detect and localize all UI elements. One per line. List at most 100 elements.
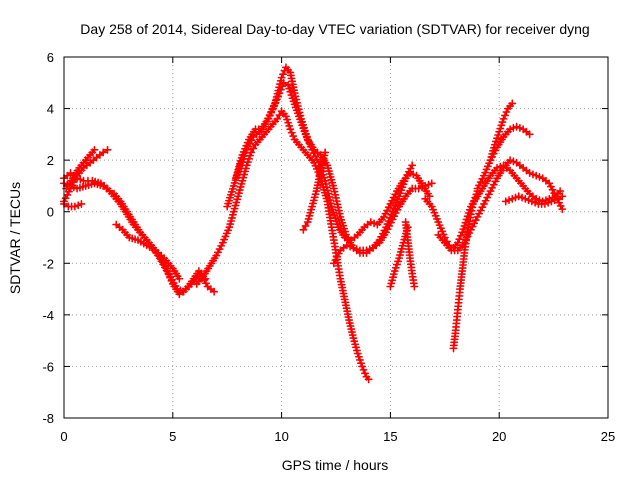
data-point-interp — [502, 108, 511, 117]
data-point — [558, 192, 567, 201]
data-point-interp — [299, 120, 308, 129]
data-point — [390, 267, 399, 276]
data-point-interp — [243, 138, 252, 147]
data-point-interp — [516, 179, 525, 188]
data-point — [321, 176, 330, 185]
data-point-interp — [496, 162, 505, 171]
data-point-interp — [358, 225, 367, 234]
data-point-interp — [438, 236, 447, 245]
data-point-interp — [176, 286, 185, 295]
data-point — [77, 199, 86, 208]
data-point-interp — [83, 176, 92, 185]
data-point-interp — [311, 190, 320, 199]
data-point — [297, 114, 306, 123]
data-point-interp — [471, 216, 480, 225]
series-track-18 — [486, 99, 517, 165]
data-point — [512, 122, 521, 131]
data-point-interp — [483, 162, 492, 171]
data-point — [234, 192, 243, 201]
data-point-interp — [89, 156, 98, 165]
data-point-interp — [522, 166, 531, 175]
series-track-8 — [223, 78, 434, 245]
data-point-interp — [291, 92, 300, 101]
data-point-interp — [78, 182, 87, 191]
data-point-interp — [348, 331, 357, 340]
data-point-interp — [300, 126, 309, 135]
y-tick-label: 0 — [47, 205, 54, 220]
data-point-interp — [67, 202, 76, 211]
data-point-interp — [506, 101, 515, 110]
data-point-interp — [337, 215, 346, 224]
data-point-interp — [123, 230, 132, 239]
y-tick-label: -2 — [42, 256, 54, 271]
data-point-interp — [396, 189, 405, 198]
data-point-interp — [417, 183, 426, 192]
data-point-interp — [184, 282, 193, 291]
data-point-interp — [328, 205, 337, 214]
data-point-interp — [327, 219, 336, 228]
data-point-interp — [335, 271, 344, 280]
data-point-interp — [230, 178, 239, 187]
data-point-interp — [267, 108, 276, 117]
data-point — [364, 375, 373, 384]
data-point-interp — [295, 140, 304, 149]
data-point-interp — [524, 196, 533, 205]
data-point-interp — [217, 241, 226, 250]
data-point-interp — [361, 369, 370, 378]
data-point-interp — [139, 239, 148, 248]
data-point-interp — [79, 158, 88, 167]
data-point-interp — [220, 235, 229, 244]
data-point-interp — [227, 213, 236, 222]
data-point-interp — [482, 165, 491, 174]
data-point-interp — [459, 225, 468, 234]
data-point-interp — [329, 181, 338, 190]
data-point-interp — [340, 224, 349, 233]
data-point-interp — [197, 274, 206, 283]
data-point-interp — [455, 288, 464, 297]
series-track-17 — [473, 122, 534, 193]
data-point-interp — [491, 177, 500, 186]
data-point-interp — [321, 179, 330, 188]
data-point-interp — [471, 193, 480, 202]
data-point-interp — [478, 174, 487, 183]
data-point-interp — [324, 189, 333, 198]
data-point-interp — [262, 117, 271, 126]
data-point-interp — [352, 245, 361, 254]
data-point — [547, 197, 556, 206]
data-point — [427, 179, 436, 188]
data-point — [284, 81, 293, 90]
data-point-interp — [162, 266, 171, 275]
data-point-interp — [237, 153, 246, 162]
data-point-interp — [275, 83, 284, 92]
data-point-interp — [329, 208, 338, 217]
data-point-interp — [453, 309, 462, 318]
data-point-interp — [537, 199, 546, 208]
data-point — [553, 194, 562, 203]
data-point-interp — [241, 167, 250, 176]
data-point-interp — [290, 86, 299, 95]
data-point-interp — [431, 211, 440, 220]
data-point-interp — [341, 230, 350, 239]
data-point-interp — [523, 187, 532, 196]
data-point-interp — [497, 121, 506, 130]
y-tick-label: -6 — [42, 359, 54, 374]
data-point-interp — [515, 161, 524, 170]
data-point-interp — [464, 223, 473, 232]
y-tick-label: -8 — [42, 411, 54, 426]
data-point-interp — [237, 179, 246, 188]
data-point-interp — [301, 148, 310, 157]
data-point-interp — [331, 214, 340, 223]
data-point-interp — [466, 213, 475, 222]
data-point-interp — [171, 281, 180, 290]
data-point — [395, 254, 404, 263]
data-point-interp — [273, 89, 282, 98]
y-tick-label: 6 — [47, 50, 54, 65]
data-point-interp — [269, 102, 278, 111]
data-point-interp — [359, 246, 368, 255]
data-point-interp — [429, 205, 438, 214]
data-point-interp — [515, 123, 524, 132]
data-point-interp — [307, 205, 316, 214]
data-point-interp — [522, 127, 531, 136]
data-point-interp — [399, 180, 408, 189]
data-point-interp — [274, 86, 283, 95]
